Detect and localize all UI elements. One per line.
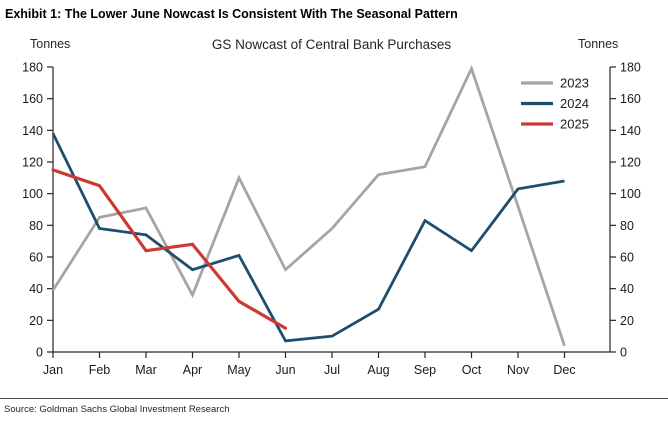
series-line-2025 (51, 168, 288, 330)
series-line-2024 (51, 132, 565, 343)
right-axis-tick-label: 20 (620, 314, 634, 328)
exhibit-title: Exhibit 1: The Lower June Nowcast Is Con… (5, 7, 458, 21)
x-axis-month-label: May (227, 363, 251, 377)
series-line-2023 (51, 64, 566, 347)
left-axis-tick-label: 180 (22, 61, 43, 75)
x-axis-month-label: Nov (507, 363, 530, 377)
x-axis-month-label: Dec (553, 363, 575, 377)
left-axis-tick-label: 20 (29, 314, 43, 328)
x-axis-month-label: Feb (89, 363, 111, 377)
right-axis-tick-label: 60 (620, 251, 634, 265)
right-axis-unit-label: Tonnes (578, 37, 619, 51)
right-axis-tick-label: 140 (620, 124, 641, 138)
right-axis-tick-label: 100 (620, 187, 641, 201)
right-axis-tick-label: 120 (620, 156, 641, 170)
left-axis-tick-label: 0 (36, 346, 43, 360)
legend-label-2023: 2023 (560, 76, 589, 91)
left-axis-tick-label: 120 (22, 156, 43, 170)
left-axis-tick-label: 160 (22, 92, 43, 106)
left-axis-tick-label: 80 (29, 219, 43, 233)
left-axis-tick-label: 60 (29, 251, 43, 265)
left-axis-unit-label: Tonnes (30, 37, 71, 51)
x-axis-month-label: Jul (324, 363, 340, 377)
right-axis-tick-label: 160 (620, 92, 641, 106)
x-axis-month-label: Jan (43, 363, 63, 377)
right-axis-tick-label: 0 (620, 346, 627, 360)
footer-divider (0, 398, 668, 399)
chart-title: GS Nowcast of Central Bank Purchases (211, 37, 452, 52)
right-axis-tick-label: 80 (620, 219, 634, 233)
x-axis-month-label: Sep (414, 363, 436, 377)
right-axis-tick-label: 180 (620, 61, 641, 75)
x-axis-month-label: Apr (183, 363, 202, 377)
legend-label-2024: 2024 (560, 96, 589, 111)
x-axis-month-label: Oct (462, 363, 482, 377)
right-axis-tick-label: 40 (620, 282, 634, 296)
x-axis-month-label: Mar (135, 363, 157, 377)
legend-label-2025: 2025 (560, 117, 589, 132)
x-axis-month-label: Aug (367, 363, 389, 377)
x-axis-month-label: Jun (275, 363, 295, 377)
source-note: Source: Goldman Sachs Global Investment … (4, 404, 230, 415)
left-axis-tick-label: 140 (22, 124, 43, 138)
left-axis-tick-label: 100 (22, 187, 43, 201)
left-axis-tick-label: 40 (29, 282, 43, 296)
